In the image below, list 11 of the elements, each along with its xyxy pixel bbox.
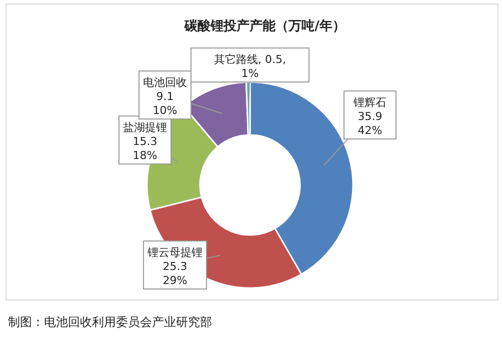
data-label: 9.1 10% [152, 90, 178, 117]
data-label: 15.3 18% [132, 135, 158, 162]
slice-label: 其它路线, 0.5, 1% [214, 53, 286, 80]
slice-label: 盐湖提锂 [123, 121, 167, 134]
data-label: 25.3 29% [162, 260, 188, 287]
slice-label: 电池回收 [143, 76, 187, 89]
data-label: 35.9 42% [358, 110, 382, 137]
text: 制图：电池回收利用委员会产业研究部 [8, 315, 212, 329]
slice-label: 锂辉石 [352, 96, 386, 109]
slice-label: 锂云母提锂 [146, 246, 202, 259]
chart-title: 碳酸锂投产产能（万吨/年） [184, 18, 346, 34]
